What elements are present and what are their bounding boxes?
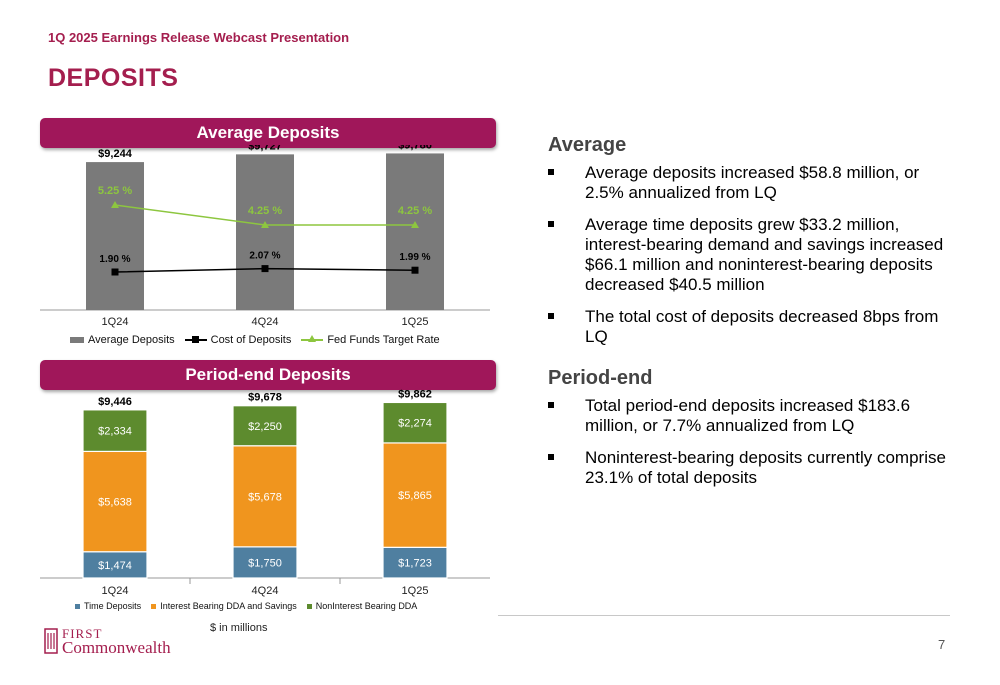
fed-funds-point (111, 201, 119, 208)
x-tick-label: 1Q25 (402, 316, 429, 328)
x-tick-label: 4Q24 (252, 585, 279, 597)
section-heading-period-end: Period-end (548, 367, 653, 389)
units-note: $ in millions (210, 622, 268, 634)
legend-swatch-average-deposits (70, 337, 84, 343)
bar-value-label: $9,244 (98, 148, 133, 160)
page-title: DEPOSITS (48, 64, 179, 92)
legend-item-cost-of-deposits: Cost of Deposits (184, 334, 292, 346)
cost-of-deposits-label: 1.90 % (99, 254, 130, 265)
section-period-end: Period-end Total period-end deposits inc… (548, 367, 958, 488)
noninterest-bearing-segment (232, 405, 298, 447)
legend-item-noninterest-bearing: NonInterest Bearing DDA (306, 601, 418, 611)
fed-funds-point (411, 221, 419, 228)
legend-label-average-deposits: Average Deposits (88, 334, 175, 346)
bullet-text: Noninterest-bearing deposits currently c… (585, 448, 946, 487)
legend-swatch-interest-bearing (151, 603, 157, 609)
commentary-panel: Average Average deposits increased $58.8… (548, 134, 958, 500)
legend-item-time-deposits: Time Deposits (75, 601, 141, 611)
segment-value-label: $2,274 (398, 418, 432, 430)
bullet-square-icon (548, 313, 554, 319)
average-deposits-chart: $9,244 1Q24 $9,727 4Q24 $9,786 1Q25 5.25 % 4.25… (40, 145, 490, 328)
noninterest-bearing-segment (382, 401, 448, 444)
legend-label-cost-of-deposits: Cost of Deposits (210, 334, 292, 346)
legend-swatch-time-deposits (75, 603, 80, 609)
fed-funds-label: 4.25 % (398, 205, 432, 217)
segment-value-label: $2,334 (98, 426, 132, 438)
footer-divider (498, 615, 950, 616)
legend-label-time-deposits: Time Deposits (84, 601, 142, 611)
x-tick-label: 4Q24 (252, 316, 279, 328)
presentation-subtitle: 1Q 2025 Earnings Release Webcast Present… (48, 30, 350, 45)
legend-item-fed-funds: Fed Funds Target Rate (301, 334, 440, 346)
period-end-deposits-legend: Time Deposits Interest Bearing DDA and S… (75, 601, 427, 611)
bullet-item: Average deposits increased $58.8 million… (548, 163, 958, 203)
legend-label-noninterest-bearing: NonInterest Bearing DDA (315, 601, 418, 611)
bullet-item: Total period-end deposits increased $183… (548, 396, 958, 436)
legend-swatch-noninterest-bearing (306, 603, 312, 609)
cost-of-deposits-point (261, 265, 269, 273)
average-deposits-bar (236, 154, 294, 310)
bullet-square-icon (548, 221, 554, 227)
bullet-text: Average time deposits grew $33.2 million… (585, 215, 944, 294)
legend-item-average-deposits: Average Deposits (70, 334, 175, 346)
period-end-deposits-banner: Period-end Deposits (40, 360, 496, 390)
average-deposits-bar (86, 162, 144, 310)
segment-value-label: $5,678 (248, 491, 282, 503)
segment-value-label: $5,865 (398, 490, 432, 502)
legend-label-interest-bearing: Interest Bearing DDA and Savings (160, 601, 297, 611)
bullet-text: The total cost of deposits decreased 8bp… (585, 307, 939, 346)
bullet-square-icon (548, 169, 554, 175)
bar-value-label: $9,727 (248, 145, 282, 152)
noninterest-bearing-segment (82, 409, 148, 453)
x-tick-label: 1Q25 (402, 585, 429, 597)
segment-value-label: $1,474 (98, 560, 132, 572)
fed-funds-label: 5.25 % (98, 185, 132, 197)
company-logo: FIRST Commonwealth (44, 626, 171, 657)
x-tick-label: 1Q24 (102, 585, 129, 597)
legend-label-fed-funds: Fed Funds Target Rate (327, 334, 440, 346)
cost-of-deposits-point (411, 266, 419, 274)
x-tick-label: 1Q24 (102, 316, 129, 328)
bullet-item: Noninterest-bearing deposits currently c… (548, 448, 958, 488)
fed-funds-label: 4.25 % (248, 205, 282, 217)
bullet-text: Total period-end deposits increased $183… (585, 396, 911, 435)
segment-value-label: $1,750 (248, 557, 282, 569)
bar-value-label: $9,786 (398, 145, 432, 151)
bullet-item: The total cost of deposits decreased 8bp… (548, 307, 958, 347)
cost-of-deposits-label: 1.99 % (399, 252, 430, 263)
interest-bearing-segment (382, 442, 448, 548)
section-average: Average Average deposits increased $58.8… (548, 134, 958, 347)
stack-total-label: $9,446 (98, 396, 132, 408)
cost-of-deposits-point (111, 268, 119, 276)
bullet-square-icon (548, 454, 554, 460)
stack-total-label: $9,862 (398, 388, 432, 400)
cost-of-deposits-label: 2.07 % (249, 251, 280, 262)
average-deposits-legend: Average Deposits Cost of Deposits Fed Fu… (70, 334, 450, 346)
segment-value-label: $5,638 (98, 497, 132, 509)
bullet-square-icon (548, 402, 554, 408)
legend-swatch-cost-of-deposits (184, 335, 207, 345)
interest-bearing-segment (82, 450, 148, 553)
time-deposits-segment (382, 546, 448, 579)
time-deposits-segment (82, 551, 148, 579)
legend-item-interest-bearing: Interest Bearing DDA and Savings (151, 601, 297, 611)
segment-value-label: $1,723 (398, 558, 432, 570)
logo-word-first: FIRST (62, 626, 103, 641)
segment-value-label: $2,250 (248, 421, 282, 433)
fed-funds-point (261, 221, 269, 228)
average-deposits-bar (386, 153, 444, 310)
average-deposits-banner: Average Deposits (40, 118, 496, 148)
stack-total-label: $9,678 (248, 392, 282, 404)
page-number: 7 (938, 637, 946, 652)
bullet-item: Average time deposits grew $33.2 million… (548, 215, 958, 295)
logo-emblem-icon (44, 628, 58, 654)
logo-word-commonwealth: Commonwealth (62, 638, 171, 657)
period-end-deposits-chart: $1,474 $5,638 $2,334 $9,446 1Q24 $1,750 $5,678… (40, 388, 490, 597)
legend-swatch-fed-funds (301, 335, 324, 345)
bullet-text: Average deposits increased $58.8 million… (585, 163, 920, 202)
section-heading-average: Average (548, 134, 627, 156)
